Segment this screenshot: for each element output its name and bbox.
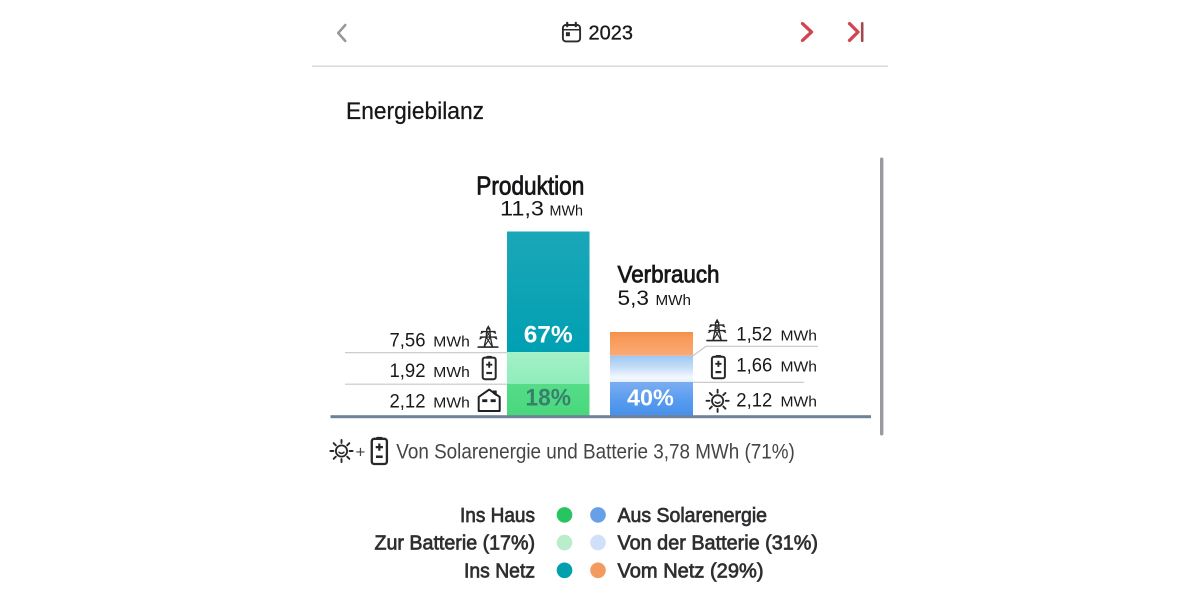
svg-text:67%: 67% (524, 322, 573, 349)
svg-text:5,3: 5,3 (618, 286, 650, 310)
svg-text:MWh: MWh (550, 203, 584, 220)
svg-text:1,92: 1,92 (390, 361, 426, 382)
svg-text:Zur Batterie (17%): Zur Batterie (17%) (375, 533, 536, 555)
svg-text:MWh: MWh (656, 292, 692, 309)
svg-text:MWh: MWh (781, 329, 818, 345)
svg-text:18%: 18% (526, 385, 572, 412)
svg-text:Vom Netz (29%): Vom Netz (29%) (618, 560, 764, 582)
svg-text:Energiebilanz: Energiebilanz (346, 98, 484, 125)
svg-text:1,66: 1,66 (736, 356, 772, 377)
svg-text:Ins Netz: Ins Netz (464, 560, 535, 582)
svg-text:+: + (356, 443, 366, 462)
svg-text:Von Solarenergie und Batterie: Von Solarenergie und Batterie 3,78 MWh (… (396, 441, 795, 464)
svg-text:MWh: MWh (433, 365, 470, 381)
svg-text:Verbrauch: Verbrauch (618, 262, 720, 289)
svg-text:MWh: MWh (433, 334, 470, 350)
svg-text:7,56: 7,56 (390, 330, 426, 351)
svg-text:Produktion: Produktion (476, 171, 584, 201)
svg-text:Von der Batterie (31%): Von der Batterie (31%) (618, 533, 819, 555)
svg-text:2023: 2023 (589, 22, 634, 45)
svg-text:Aus Solarenergie: Aus Solarenergie (618, 505, 768, 527)
svg-text:MWh: MWh (433, 395, 470, 411)
svg-text:MWh: MWh (781, 395, 818, 411)
svg-text:MWh: MWh (781, 360, 818, 376)
svg-text:Ins Haus: Ins Haus (460, 505, 535, 527)
svg-text:40%: 40% (627, 385, 674, 411)
svg-text:2,12: 2,12 (736, 391, 772, 412)
svg-text:11,3: 11,3 (500, 197, 544, 221)
svg-text:1,52: 1,52 (736, 325, 772, 346)
svg-text:2,12: 2,12 (390, 391, 426, 412)
